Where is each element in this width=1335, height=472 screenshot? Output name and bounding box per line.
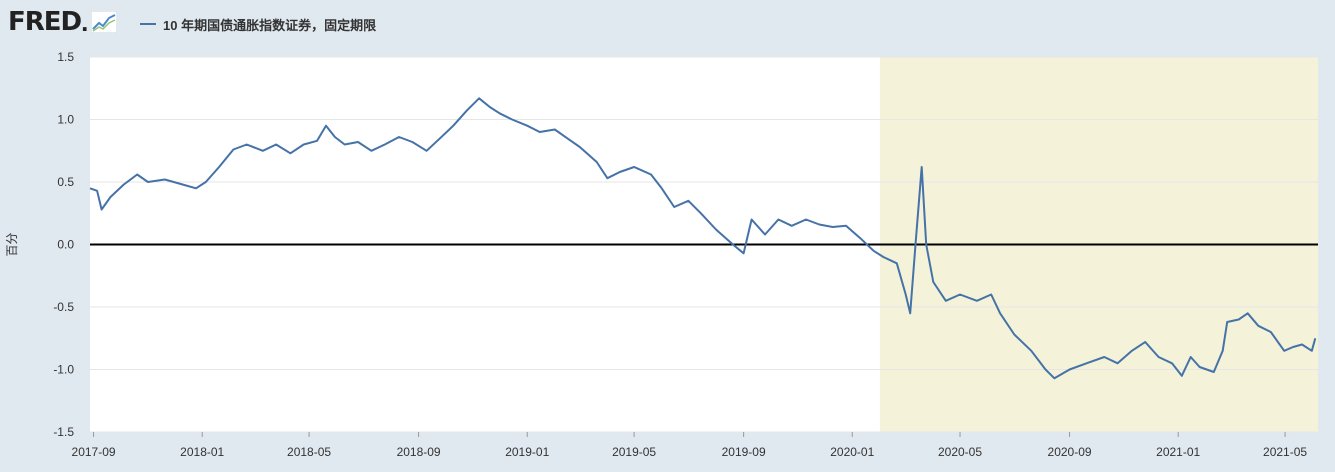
x-tick-label: 2018-01 [180,445,224,459]
y-tick-label: -1.5 [53,425,74,439]
x-tick-label: 2021-05 [1263,445,1307,459]
series-line[interactable] [89,97,1317,380]
chart-header: FRED . 10 年期国债通胀指数证券，固定期限 [0,0,1335,48]
y-tick-label: 1.5 [57,50,74,64]
x-tick-label: 2020-09 [1048,445,1092,459]
x-axis-tick-labels: 2017-09 2018-01 2018-05 2018-09 2019-01 2019-… [72,432,1307,459]
chart-legend: 10 年期国债通胀指数证券，固定期限 [140,14,376,34]
x-tick-label: 2019-01 [505,445,549,459]
legend-series-swatch [140,23,156,25]
x-tick-label: 2020-01 [830,445,874,459]
fred-logo-text: FRED [8,7,82,37]
y-axis-label: 百分 [5,232,19,256]
y-tick-label: 0.0 [57,238,74,252]
x-tick-label: 2020-05 [938,445,982,459]
x-tick-label: 2021-01 [1156,445,1200,459]
y-tick-label: -1.0 [53,363,74,377]
trend-graph-icon [91,11,118,33]
x-tick-label: 2017-09 [72,445,116,459]
y-tick-label: 0.5 [57,175,74,189]
x-tick-label: 2019-09 [722,445,766,459]
y-tick-label: 1.0 [57,113,74,127]
fred-logo-dot: . [81,6,89,37]
x-tick-label: 2018-05 [287,445,331,459]
legend-series-label: 10 年期国债通胀指数证券，固定期限 [163,17,377,33]
fred-logo[interactable]: FRED . [8,6,118,38]
x-tick-label: 2018-09 [397,445,441,459]
x-tick-label: 2019-05 [612,445,656,459]
y-axis-tick-labels: 1.5 1.0 0.5 0.0 -0.5 -1.0 -1.5 [53,50,74,439]
y-tick-label: -0.5 [53,300,74,314]
